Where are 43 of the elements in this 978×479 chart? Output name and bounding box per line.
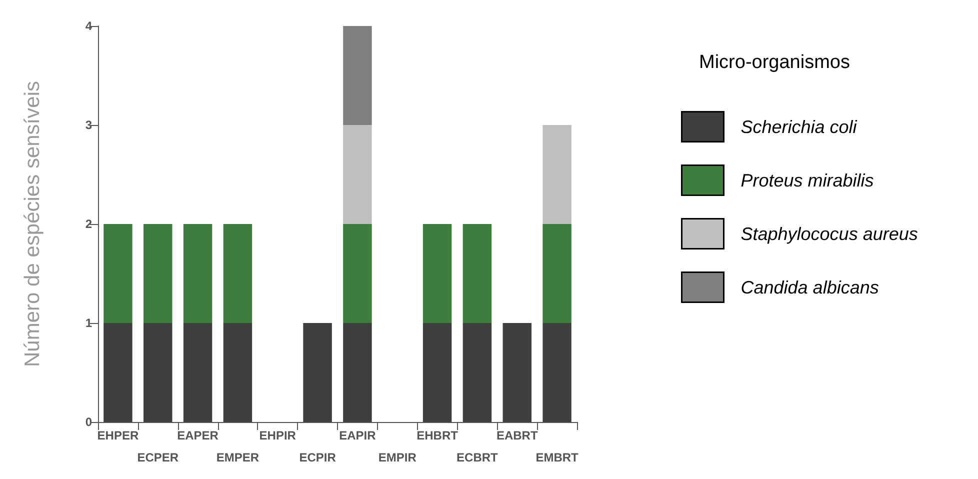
x-tick-label: EMPER [216,450,260,464]
x-tick-label: EHBRT [416,428,459,442]
legend-title: Micro-organismos [699,52,850,73]
bar [343,323,372,422]
legend-label: Proteus mirabilis [740,170,874,190]
x-tick-label: ECPER [137,450,179,464]
x-tick-label: ECPIR [299,450,336,464]
bar [343,224,372,323]
bar [303,323,332,422]
bar [542,224,572,323]
bar [343,125,372,224]
y-axis-title: Número de espécies sensíveis [21,81,44,367]
y-tick-label: 3 [85,118,92,132]
bar [502,323,532,422]
bar [422,224,452,323]
y-tick-label: 1 [85,316,92,330]
bar [343,26,372,125]
x-tick-label: EMPIR [378,450,417,464]
x-tick-label: EMBRT [536,450,580,464]
bar [462,224,492,323]
legend-label: Staphylococus aureus [740,224,918,244]
bar [144,224,172,323]
x-tick-label: EABRT [496,428,538,442]
x-tick-label: EAPIR [339,428,376,442]
bar [542,125,572,224]
bar [223,224,252,323]
bar [223,323,252,422]
bar [144,323,172,422]
legend-label: Candida albicans [740,277,879,298]
bar [104,323,132,422]
bar [183,323,212,422]
bar [104,224,132,323]
x-tick-label: EAPER [177,428,219,442]
bar [183,224,212,323]
bar [422,323,452,422]
x-tick-label: EHPER [97,428,139,442]
y-tick-label: 4 [85,19,92,33]
bar [462,323,492,422]
x-tick-label: EHPIR [259,428,296,442]
y-tick-label: 2 [85,217,92,231]
x-tick-label: ECBRT [456,450,499,464]
legend-label: Scherichia coli [740,116,858,137]
bar [542,323,572,422]
